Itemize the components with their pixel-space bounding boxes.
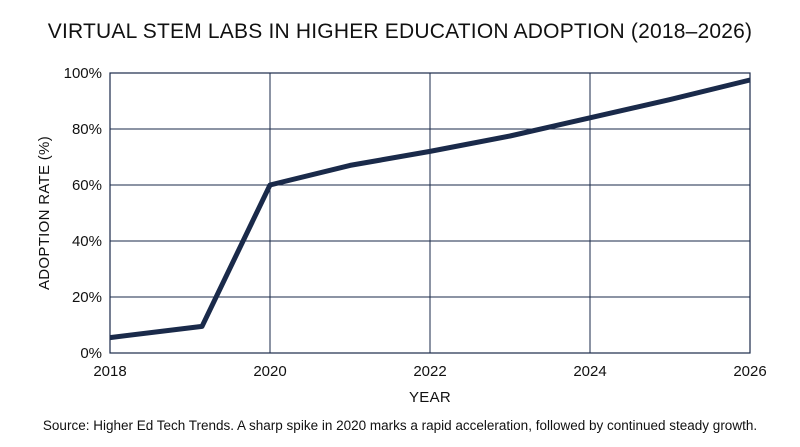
chart-title: VIRTUAL STEM LABS IN HIGHER EDUCATION AD… <box>47 20 753 43</box>
y-axis-label: ADOPTION RATE (%) <box>36 136 53 290</box>
data-series <box>109 77 751 341</box>
x-tick-label: 2024 <box>573 363 606 380</box>
chart-caption: Source: Higher Ed Tech Trends. A sharp s… <box>42 418 758 433</box>
y-tick-label: 0% <box>80 345 102 362</box>
x-tick-label: 2018 <box>93 363 126 380</box>
grid-lines <box>109 72 751 354</box>
x-tick-label: 2026 <box>733 363 766 380</box>
x-tick-label: 2022 <box>413 363 446 380</box>
series-line <box>109 77 751 341</box>
y-axis-ticks: 0% 20% 40% 60% 80% 100% <box>64 65 102 362</box>
x-axis-ticks: 2018 2020 2022 2024 2026 <box>93 363 766 380</box>
x-axis-label: YEAR <box>409 389 451 406</box>
x-tick-label: 2020 <box>253 363 286 380</box>
y-tick-label: 60% <box>72 177 102 194</box>
y-tick-label: 20% <box>72 289 102 306</box>
y-tick-label: 80% <box>72 121 102 138</box>
y-tick-label: 100% <box>64 65 102 82</box>
y-tick-label: 40% <box>72 233 102 250</box>
